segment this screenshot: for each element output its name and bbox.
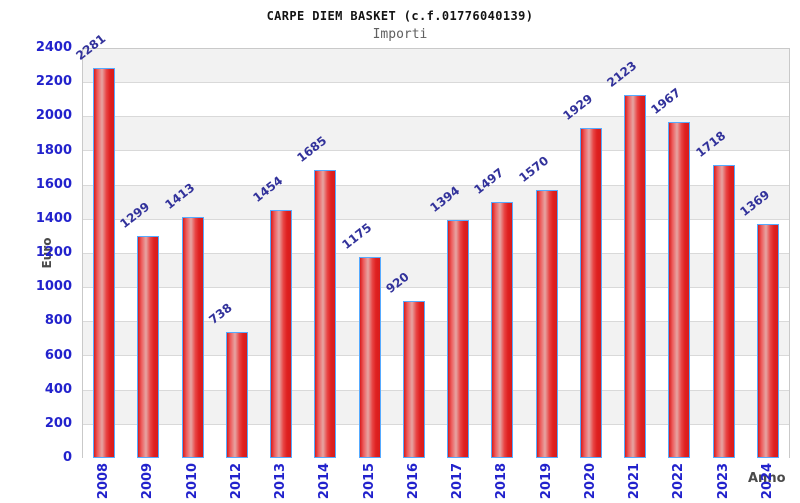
x-tick-label: 2018 xyxy=(494,462,510,500)
x-tick-label: 2015 xyxy=(361,462,377,500)
bar xyxy=(314,170,337,458)
x-tick-label: 2013 xyxy=(273,462,289,500)
bar xyxy=(270,209,293,458)
bar xyxy=(137,236,160,458)
chart-title: CARPE DIEM BASKET (c.f.01776040139) xyxy=(266,9,534,23)
bar xyxy=(668,121,691,458)
y-tick-label: 1400 xyxy=(35,210,72,226)
chart-subtitle: Importi xyxy=(372,27,428,42)
bar xyxy=(447,219,470,458)
x-tick-label: 2023 xyxy=(715,462,731,500)
x-tick-label: 2009 xyxy=(140,462,156,500)
y-tick-label: 600 xyxy=(44,347,72,363)
y-tick-label: 2000 xyxy=(35,108,72,124)
bar xyxy=(491,202,514,458)
bar xyxy=(624,95,647,458)
bar xyxy=(756,224,779,458)
bar xyxy=(402,300,425,458)
x-tick-label: 2016 xyxy=(405,462,421,500)
y-tick-label: 1000 xyxy=(35,279,72,295)
y-tick-label: 0 xyxy=(62,450,72,465)
bar xyxy=(535,189,558,458)
bar xyxy=(579,128,602,458)
bar xyxy=(93,68,116,458)
y-tick-label: 2400 xyxy=(35,40,72,55)
x-tick-label: 2020 xyxy=(582,462,598,500)
x-tick-label: 2010 xyxy=(184,462,200,500)
x-tick-label: 2021 xyxy=(627,462,643,500)
y-tick-label: 2200 xyxy=(35,74,72,90)
x-tick-label: 2024 xyxy=(759,462,775,500)
x-tick-label: 2019 xyxy=(538,462,554,500)
bar xyxy=(358,257,381,458)
grid-band xyxy=(83,83,789,118)
bar xyxy=(181,216,204,458)
x-tick-label: 2017 xyxy=(450,462,466,500)
x-tick-label: 2014 xyxy=(317,462,333,500)
x-tick-label: 2012 xyxy=(228,462,244,500)
y-tick-label: 200 xyxy=(44,415,72,431)
y-tick-label: 1600 xyxy=(35,176,72,192)
x-tick-label: 2022 xyxy=(671,462,687,500)
y-tick-label: 400 xyxy=(44,381,72,397)
bar xyxy=(225,331,248,458)
y-tick-label: 800 xyxy=(44,313,72,329)
y-tick-label: 1800 xyxy=(35,142,72,158)
grid-band xyxy=(83,49,789,84)
x-tick-label: 2008 xyxy=(96,462,112,500)
x-axis-title: Anno xyxy=(748,471,786,486)
y-tick-label: 1200 xyxy=(35,245,72,260)
bar xyxy=(712,164,735,458)
